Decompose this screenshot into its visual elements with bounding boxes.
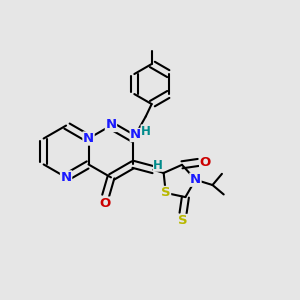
Text: O: O (99, 197, 111, 210)
Text: S: S (161, 186, 171, 200)
Text: O: O (200, 156, 211, 169)
Text: N: N (105, 118, 116, 131)
Text: S: S (178, 214, 188, 227)
Text: N: N (130, 128, 141, 142)
Text: N: N (61, 171, 72, 184)
Text: N: N (190, 173, 201, 186)
Text: N: N (83, 132, 94, 145)
Text: H: H (153, 158, 163, 172)
Text: H: H (141, 125, 151, 138)
